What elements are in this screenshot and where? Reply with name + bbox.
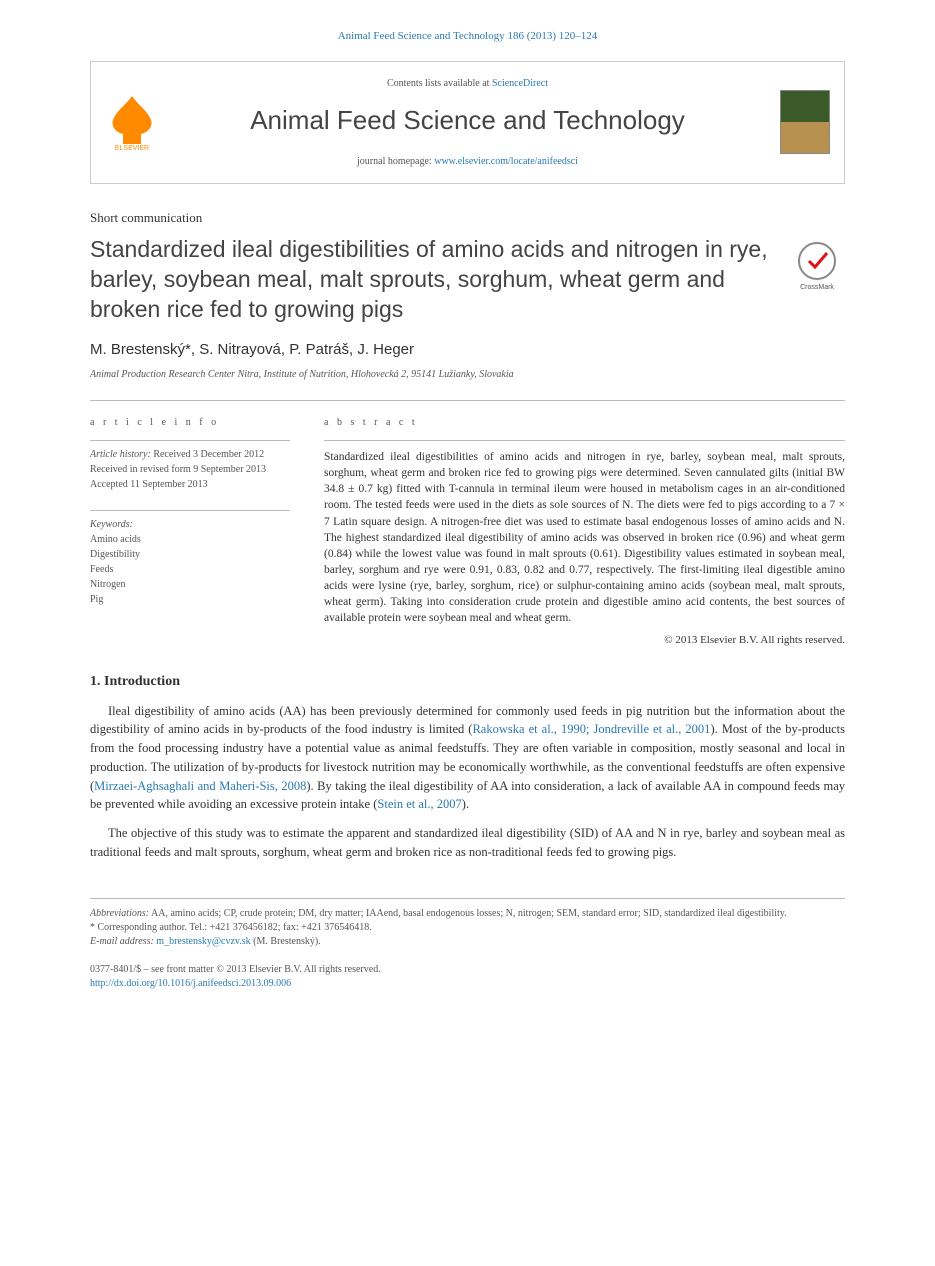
history-revised: Received in revised form 9 September 201… <box>90 464 266 475</box>
keyword: Pig <box>90 592 290 607</box>
abbreviations-line: Abbreviations: AA, amino acids; CP, crud… <box>90 907 845 921</box>
citation-link[interactable]: Animal Feed Science and Technology 186 (… <box>338 30 598 42</box>
abstract-column: a b s t r a c t Standardized ileal diges… <box>324 415 845 649</box>
footnotes: Abbreviations: AA, amino acids; CP, crud… <box>90 898 845 949</box>
page-footer: 0377-8401/$ – see front matter © 2013 El… <box>90 963 845 991</box>
front-matter-line: 0377-8401/$ – see front matter © 2013 El… <box>90 963 845 977</box>
section-heading-introduction: 1. Introduction <box>90 671 845 692</box>
journal-homepage-line: journal homepage: www.elsevier.com/locat… <box>109 154 826 169</box>
abstract-copyright: © 2013 Elsevier B.V. All rights reserved… <box>324 632 845 649</box>
journal-masthead: ELSEVIER Contents lists available at Sci… <box>90 61 845 184</box>
citation-link[interactable]: Mirzaei-Aghsaghali and Maheri-Sis, 2008 <box>94 779 306 793</box>
elsevier-logo: ELSEVIER <box>105 92 159 152</box>
crossmark-icon[interactable]: CrossMark <box>789 239 845 295</box>
email-line: E-mail address: m_brestensky@cvzv.sk (M.… <box>90 935 845 949</box>
article-info-column: a r t i c l e i n f o Article history: R… <box>90 415 290 649</box>
abstract-text: Standardized ileal digestibilities of am… <box>324 440 845 626</box>
citation-link[interactable]: Stein et al., 2007 <box>377 797 461 811</box>
article-info-label: a r t i c l e i n f o <box>90 415 290 430</box>
citation-link[interactable]: Rakowska et al., 1990; Jondreville et al… <box>472 722 710 736</box>
keyword: Nitrogen <box>90 577 290 592</box>
article-title: Standardized ileal digestibilities of am… <box>90 235 845 325</box>
affiliation: Animal Production Research Center Nitra,… <box>90 367 845 382</box>
history-accepted: Accepted 11 September 2013 <box>90 479 208 490</box>
history-label: Article history: <box>90 449 151 460</box>
info-abstract-row: a r t i c l e i n f o Article history: R… <box>90 400 845 649</box>
keyword: Amino acids <box>90 532 290 547</box>
corresponding-author-line: * Corresponding author. Tel.: +421 37645… <box>90 921 845 935</box>
svg-text:CrossMark: CrossMark <box>800 284 834 291</box>
keyword: Digestibility <box>90 547 290 562</box>
keywords-label: Keywords: <box>90 517 290 532</box>
author-list: M. Brestenský*, S. Nitrayová, P. Patráš,… <box>90 339 845 362</box>
journal-cover-thumbnail <box>780 90 830 154</box>
article-history: Article history: Received 3 December 201… <box>90 440 290 492</box>
keywords-block: Keywords: Amino acids Digestibility Feed… <box>90 510 290 607</box>
keyword: Feeds <box>90 562 290 577</box>
doi-link[interactable]: http://dx.doi.org/10.1016/j.anifeedsci.2… <box>90 978 291 989</box>
history-received: Received 3 December 2012 <box>153 449 264 460</box>
intro-paragraph-2: The objective of this study was to estim… <box>90 824 845 862</box>
journal-homepage-link[interactable]: www.elsevier.com/locate/anifeedsci <box>434 156 578 167</box>
intro-paragraph-1: Ileal digestibility of amino acids (AA) … <box>90 702 845 815</box>
sciencedirect-link[interactable]: ScienceDirect <box>492 78 548 89</box>
abstract-label: a b s t r a c t <box>324 415 845 430</box>
journal-title: Animal Feed Science and Technology <box>109 101 826 140</box>
email-link[interactable]: m_brestensky@cvzv.sk <box>156 936 250 947</box>
running-header: Animal Feed Science and Technology 186 (… <box>0 0 935 61</box>
contents-available-line: Contents lists available at ScienceDirec… <box>109 76 826 91</box>
article-type: Short communication <box>90 208 845 228</box>
svg-text:ELSEVIER: ELSEVIER <box>115 145 149 152</box>
